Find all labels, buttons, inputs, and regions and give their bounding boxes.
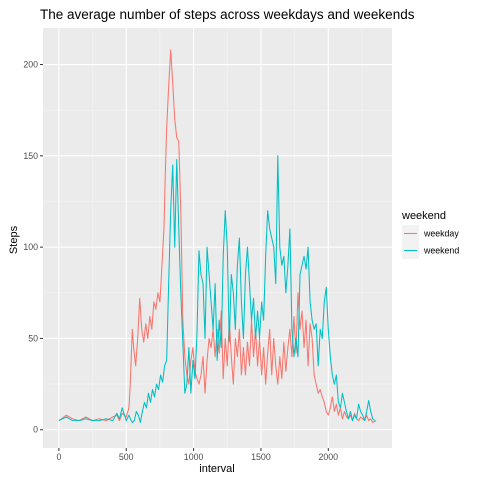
legend-label-weekday: weekday xyxy=(423,229,459,239)
legend-title: weekend xyxy=(401,210,446,222)
x-axis: 0 500 1000 1500 2000 xyxy=(56,448,338,462)
x-tick-label: 1500 xyxy=(251,452,271,462)
x-tick-label: 2000 xyxy=(318,452,338,462)
y-axis: 0 50 100 150 200 xyxy=(23,60,43,435)
y-axis-title: Steps xyxy=(8,225,20,254)
y-tick-label: 100 xyxy=(23,242,38,252)
series-line-weekend xyxy=(58,155,376,423)
x-tick-label: 1000 xyxy=(184,452,204,462)
grid-minor xyxy=(43,28,392,448)
series-line-weekday xyxy=(58,49,377,423)
y-tick-label: 200 xyxy=(23,60,38,70)
y-tick-label: 150 xyxy=(23,151,38,161)
y-tick-label: 0 xyxy=(33,425,38,435)
series-layer xyxy=(58,49,377,423)
legend-label-weekend: weekend xyxy=(423,246,459,256)
x-axis-title: interval xyxy=(199,463,234,475)
legend: weekend weekday weekend xyxy=(401,210,459,259)
x-tick-label: 0 xyxy=(56,452,61,462)
x-tick-label: 500 xyxy=(119,452,134,462)
chart-title: The average number of steps across weekd… xyxy=(40,7,415,22)
grid-major xyxy=(43,28,392,448)
plot-panel xyxy=(43,28,392,448)
legend-items: weekday weekend xyxy=(402,225,459,259)
y-tick-label: 50 xyxy=(28,333,38,343)
